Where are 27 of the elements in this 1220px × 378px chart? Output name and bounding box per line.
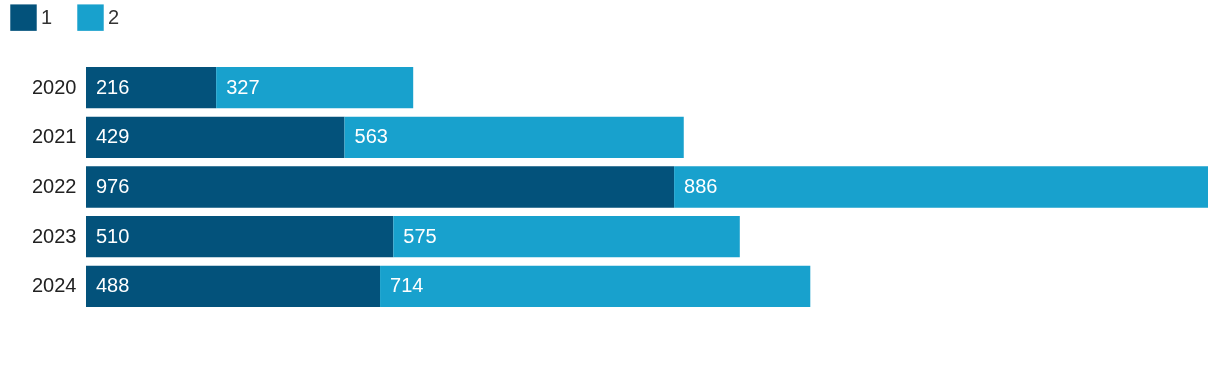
y-tick-label: 2024 (32, 274, 77, 297)
bar (86, 216, 394, 258)
y-tick-label: 2023 (32, 224, 77, 247)
bar (380, 265, 811, 308)
data-label: 714 (390, 274, 424, 297)
bar (86, 116, 345, 158)
data-label: 886 (684, 175, 718, 197)
bar (86, 265, 381, 308)
y-tick-label: 2022 (32, 175, 77, 197)
legend-label: 1 (41, 5, 53, 28)
y-tick-label: 2020 (32, 75, 77, 98)
data-label: 575 (403, 224, 437, 247)
bar (216, 66, 414, 109)
data-label: 327 (226, 75, 260, 98)
data-label: 976 (96, 175, 130, 197)
data-label: 510 (96, 224, 130, 247)
data-label: 563 (354, 125, 388, 148)
data-label: 216 (96, 75, 130, 98)
legend-label: 2 (108, 5, 120, 28)
y-tick-label: 2021 (32, 125, 77, 148)
bar (86, 66, 217, 109)
bar (674, 166, 1208, 208)
data-label: 429 (96, 125, 130, 148)
data-label: 488 (96, 274, 130, 297)
bar (86, 166, 675, 208)
bar (393, 216, 740, 258)
bar (344, 116, 684, 158)
